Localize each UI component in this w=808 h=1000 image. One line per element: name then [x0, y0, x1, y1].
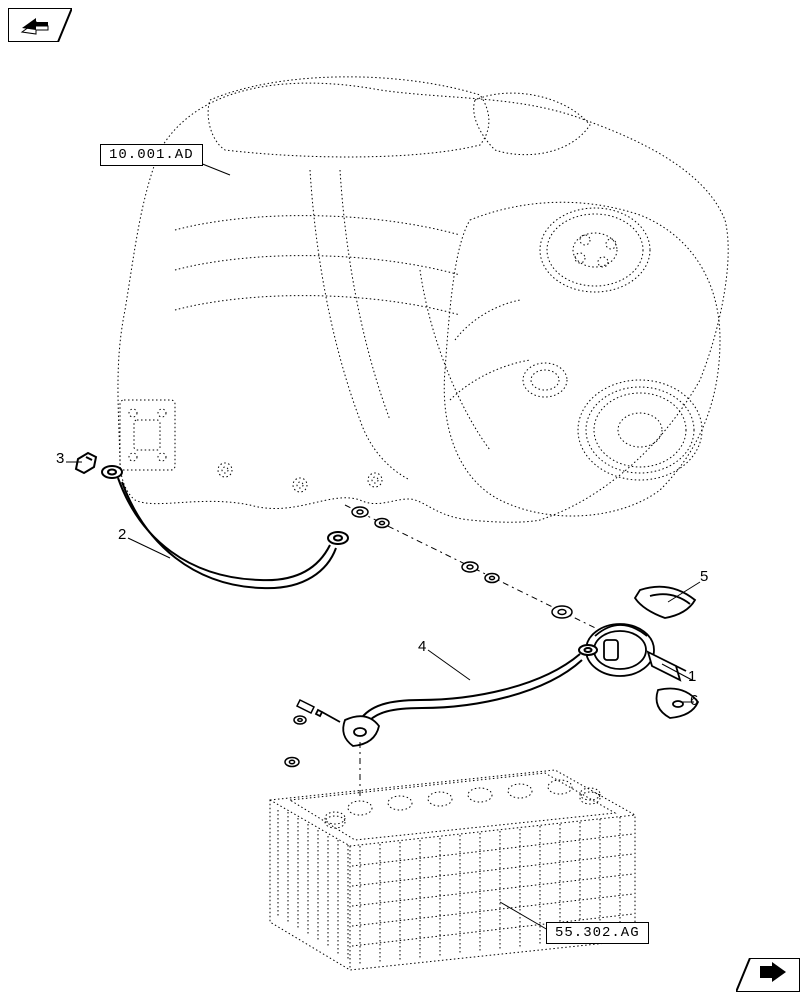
callout-1: 1	[688, 668, 696, 685]
callout-5: 5	[700, 568, 708, 585]
part-3-bolt	[76, 453, 96, 473]
cable-4	[316, 645, 597, 746]
diagram-canvas: 10.001.AD 55.302.AG 1 2 3 4 5 6	[0, 0, 808, 1000]
battery-clamp	[316, 710, 379, 746]
callout-4: 4	[418, 638, 426, 655]
callout-2: 2	[118, 526, 126, 543]
front-pulley-group	[444, 202, 720, 516]
ref-battery-assy: 55.302.AG	[546, 922, 649, 944]
ground-cable	[76, 453, 348, 588]
ref-engine-assy: 10.001.AD	[100, 144, 203, 166]
callout-3: 3	[56, 450, 64, 467]
engine-assembly	[118, 77, 728, 522]
isolator-switch	[586, 587, 698, 718]
callout-6: 6	[690, 692, 698, 709]
